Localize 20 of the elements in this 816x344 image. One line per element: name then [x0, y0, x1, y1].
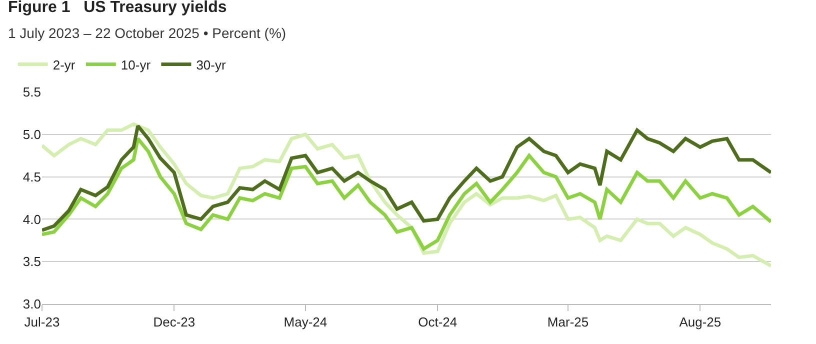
- legend-label: 2-yr: [52, 57, 76, 72]
- chart-title: Figure 1 US Treasury yields: [8, 0, 227, 16]
- x-tick-label: Oct-24: [418, 314, 458, 330]
- line-series: [42, 122, 771, 268]
- line-series: [42, 136, 771, 251]
- y-tick-label: 5.0: [22, 126, 41, 142]
- y-tick-label: 3.0: [22, 296, 41, 312]
- x-tick-label: May-24: [284, 314, 328, 330]
- x-tick-label: Mar-25: [547, 314, 589, 330]
- x-tick-label: Aug-25: [679, 314, 722, 330]
- y-tick-label: 4.0: [22, 212, 41, 227]
- y-tick-label: 5.5: [22, 84, 41, 100]
- legend-label: 30-yr: [196, 57, 226, 72]
- line-series: [42, 124, 771, 232]
- chart-subtitle: 1 July 2023 – 22 October 2025 • Percent (%): [8, 25, 286, 41]
- x-tick-label: Dec-23: [153, 314, 196, 330]
- x-tick-label: Jul-23: [24, 314, 60, 330]
- y-tick-label: 3.5: [22, 254, 41, 270]
- legend-label: 10-yr: [120, 57, 152, 72]
- y-tick-label: 4.5: [22, 169, 41, 184]
